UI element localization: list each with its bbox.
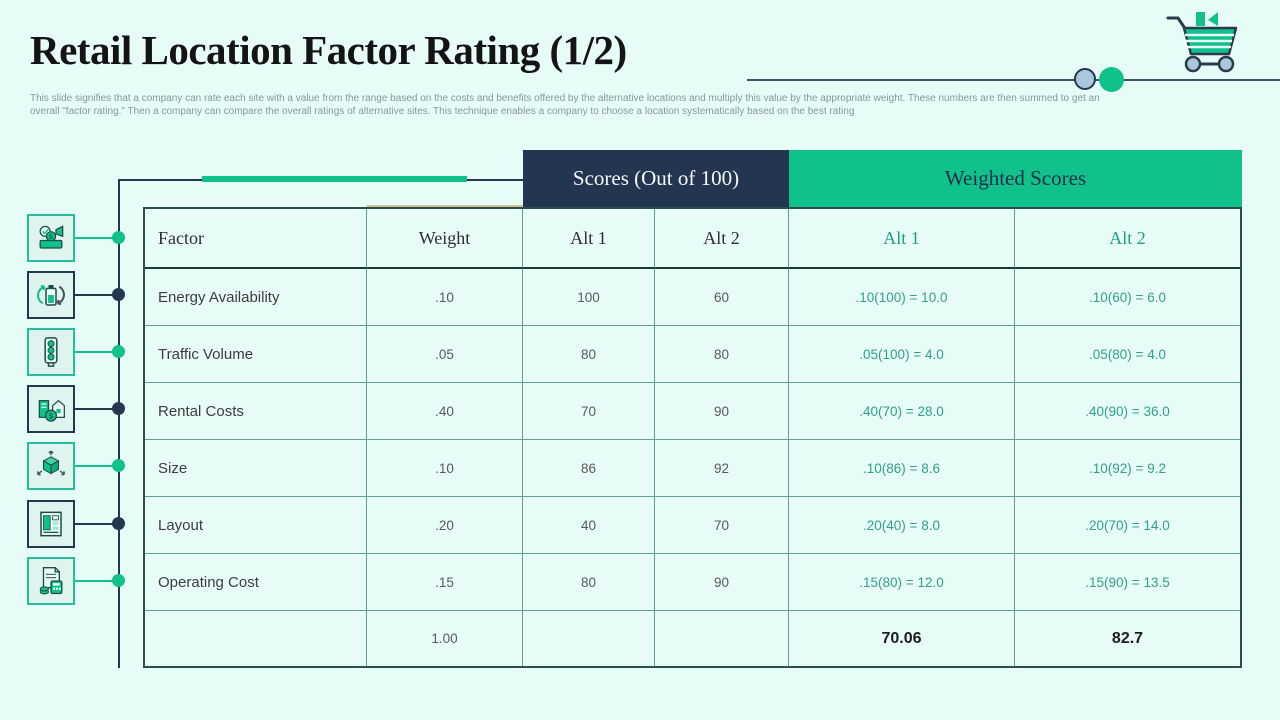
table-cell-w1: .05(100) = 4.0 bbox=[789, 326, 1015, 383]
icon-rail-line bbox=[118, 179, 120, 668]
connector-line bbox=[75, 465, 119, 467]
slide-description: This slide signifies that a company can … bbox=[30, 93, 1100, 117]
factor-rating-table: Factor Weight Alt 1 Alt 2 Alt 1 Alt 2 En… bbox=[143, 207, 1242, 668]
table-cell-factor: Energy Availability bbox=[145, 269, 367, 326]
table-cell-weight: 1.00 bbox=[367, 611, 523, 666]
rail-node bbox=[112, 574, 125, 587]
table-cell-alt2: 90 bbox=[655, 383, 789, 440]
connector-line bbox=[75, 408, 119, 410]
table-cell-w1: .10(100) = 10.0 bbox=[789, 269, 1015, 326]
size-icon bbox=[27, 442, 75, 490]
teal-accent-bar bbox=[202, 176, 467, 182]
table-cell-w2: .20(70) = 14.0 bbox=[1015, 497, 1240, 554]
page-title: Retail Location Factor Rating (1/2) bbox=[30, 27, 627, 73]
table-cell-alt2: 90 bbox=[655, 554, 789, 611]
traffic-light-icon bbox=[27, 328, 75, 376]
table-cell-alt2: 80 bbox=[655, 326, 789, 383]
table-cell-factor bbox=[145, 611, 367, 666]
connector-line bbox=[75, 237, 119, 239]
table-cell-w2: .10(92) = 9.2 bbox=[1015, 440, 1240, 497]
rail-node bbox=[112, 402, 125, 415]
svg-text:$: $ bbox=[49, 234, 53, 241]
table-cell-alt1: 80 bbox=[523, 554, 655, 611]
column-header-alt2: Alt 2 bbox=[655, 209, 789, 269]
rail-node bbox=[112, 288, 125, 301]
rental-costs-icon: $ bbox=[27, 385, 75, 433]
table-cell-factor: Size bbox=[145, 440, 367, 497]
connector-line bbox=[75, 580, 119, 582]
table-cell-weight: .10 bbox=[367, 269, 523, 326]
table-cell-w1: .20(40) = 8.0 bbox=[789, 497, 1015, 554]
rail-node bbox=[112, 345, 125, 358]
operating-cost-icon bbox=[27, 557, 75, 605]
table-cell-w2: .15(90) = 13.5 bbox=[1015, 554, 1240, 611]
title-underline bbox=[747, 79, 1280, 81]
table-cell-alt2: 92 bbox=[655, 440, 789, 497]
connector-line bbox=[75, 351, 119, 353]
column-header-factor: Factor bbox=[145, 209, 367, 269]
factor-rating-icon: $ bbox=[27, 214, 75, 262]
energy-icon bbox=[27, 271, 75, 319]
rail-node bbox=[112, 459, 125, 472]
weighted-group-header: Weighted Scores bbox=[789, 150, 1242, 207]
table-cell-w1: .15(80) = 12.0 bbox=[789, 554, 1015, 611]
table-cell-alt2: 70 bbox=[655, 497, 789, 554]
table-cell-alt1: 40 bbox=[523, 497, 655, 554]
table-cell-weight: .10 bbox=[367, 440, 523, 497]
shopping-cart-icon bbox=[1166, 12, 1238, 73]
table-cell-factor: Traffic Volume bbox=[145, 326, 367, 383]
table-cell-alt1: 86 bbox=[523, 440, 655, 497]
table-cell-factor: Rental Costs bbox=[145, 383, 367, 440]
table-cell-weight: .20 bbox=[367, 497, 523, 554]
column-header-weighted-alt1: Alt 1 bbox=[789, 209, 1015, 269]
table-cell-w2: .40(90) = 36.0 bbox=[1015, 383, 1240, 440]
table-cell-w1: .10(86) = 8.6 bbox=[789, 440, 1015, 497]
table-cell-factor: Operating Cost bbox=[145, 554, 367, 611]
table-cell-alt1 bbox=[523, 611, 655, 666]
table-cell-alt1: 80 bbox=[523, 326, 655, 383]
table-cell-weight: .40 bbox=[367, 383, 523, 440]
connector-line bbox=[75, 523, 119, 525]
table-cell-factor: Layout bbox=[145, 497, 367, 554]
rail-node bbox=[112, 517, 125, 530]
table-cell-alt2: 60 bbox=[655, 269, 789, 326]
tan-accent-line bbox=[367, 205, 523, 207]
table-cell-alt2 bbox=[655, 611, 789, 666]
layout-icon bbox=[27, 500, 75, 548]
column-header-weight: Weight bbox=[367, 209, 523, 269]
table-cell-w1: .40(70) = 28.0 bbox=[789, 383, 1015, 440]
scores-group-header: Scores (Out of 100) bbox=[523, 150, 789, 207]
table-cell-w1: 70.06 bbox=[789, 611, 1015, 666]
column-header-alt1: Alt 1 bbox=[523, 209, 655, 269]
table-cell-w2: 82.7 bbox=[1111, 629, 1144, 647]
connector-line bbox=[75, 294, 119, 296]
column-header-weighted-alt2: Alt 2 bbox=[1015, 209, 1240, 269]
decor-circle-blue bbox=[1074, 68, 1096, 90]
table-cell-w2: .05(80) = 4.0 bbox=[1015, 326, 1240, 383]
table-cell-alt1: 70 bbox=[523, 383, 655, 440]
table-cell-alt1: 100 bbox=[523, 269, 655, 326]
table-cell-w2: .10(60) = 6.0 bbox=[1015, 269, 1240, 326]
svg-text:$: $ bbox=[49, 412, 54, 421]
decor-circle-green bbox=[1099, 67, 1124, 92]
table-cell-weight: .05 bbox=[367, 326, 523, 383]
table-cell-weight: .15 bbox=[367, 554, 523, 611]
rail-node bbox=[112, 231, 125, 244]
